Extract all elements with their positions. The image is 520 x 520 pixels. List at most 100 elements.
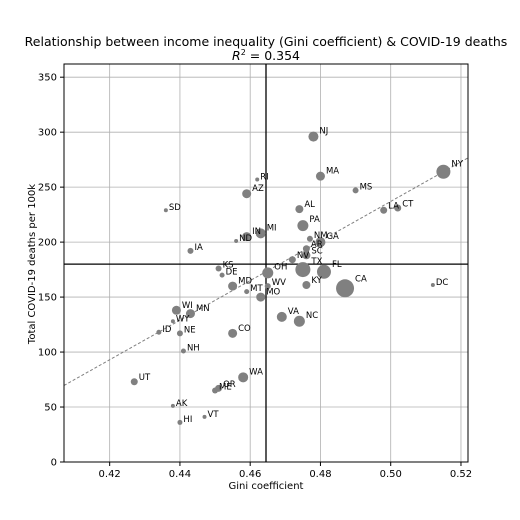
x-tick-label: 0.44 <box>169 469 191 480</box>
label-nj: NJ <box>319 127 328 137</box>
point-sc <box>302 251 311 260</box>
label-wa: WA <box>249 367 263 377</box>
label-mt: MT <box>250 284 263 294</box>
label-mi: MI <box>267 223 277 233</box>
x-tick-label: 0.48 <box>309 469 331 480</box>
x-tick-label: 0.46 <box>239 469 261 480</box>
label-ri: RI <box>260 172 268 182</box>
label-ca: CA <box>355 274 367 284</box>
label-wi: WI <box>182 301 193 311</box>
point-wa <box>238 372 249 383</box>
point-wy <box>170 319 175 324</box>
label-id: ID <box>162 325 172 335</box>
y-axis-label: Total COVID-19 deaths per 100k <box>27 184 38 345</box>
y-tick-label: 0 <box>51 458 57 469</box>
point-co <box>228 328 238 338</box>
label-ks: KS <box>223 260 234 270</box>
label-tx: TX <box>310 257 322 267</box>
label-va: VA <box>288 307 299 317</box>
label-ne: NE <box>184 325 196 335</box>
label-me: ME <box>219 383 232 393</box>
label-nh: NH <box>187 343 200 353</box>
point-ri <box>255 177 260 182</box>
label-mn: MN <box>196 304 210 314</box>
point-in <box>242 232 252 242</box>
point-nc <box>293 315 305 327</box>
x-tick-label: 0.52 <box>450 469 472 480</box>
point-fl <box>316 264 331 279</box>
point-sd <box>163 208 168 213</box>
label-ar: AR <box>311 240 323 250</box>
point-mo <box>256 292 266 302</box>
label-oh: OH <box>274 262 287 272</box>
label-wy: WY <box>176 314 190 324</box>
x-tick-label: 0.50 <box>380 469 402 480</box>
point-me <box>212 387 219 394</box>
point-mn <box>185 309 195 319</box>
label-or: OR <box>223 380 236 390</box>
chart-subtitle: R2 = 0.354 <box>232 48 300 63</box>
point-va <box>276 311 287 322</box>
point-de <box>219 272 225 278</box>
label-de: DE <box>226 268 238 278</box>
label-wv: WV <box>272 278 286 288</box>
y-tick-label: 100 <box>38 348 57 359</box>
point-az <box>242 189 252 199</box>
y-tick-label: 50 <box>44 403 57 414</box>
point-ms <box>352 187 359 194</box>
x-tick-label: 0.42 <box>99 469 121 480</box>
subtitle-superscript: 2 <box>241 48 246 57</box>
point-ca <box>336 279 355 298</box>
label-vt: VT <box>208 410 220 420</box>
point-ar <box>302 245 310 253</box>
y-tick-label: 150 <box>38 293 57 304</box>
label-ga: GA <box>326 232 339 242</box>
label-fl: FL <box>332 260 342 270</box>
point-wv <box>264 283 271 290</box>
x-axis-ticks: 0.42 0.44 0.46 0.48 0.50 0.52 <box>99 462 472 480</box>
label-sd: SD <box>169 203 181 213</box>
point-mt <box>244 289 250 295</box>
label-ut: UT <box>139 373 151 383</box>
label-pa: PA <box>309 215 320 225</box>
point-nv <box>288 256 296 264</box>
point-wi <box>171 305 181 315</box>
point-nj <box>308 131 319 142</box>
y-tick-label: 350 <box>38 73 57 84</box>
label-al: AL <box>304 200 315 210</box>
point-ne <box>176 330 183 337</box>
label-dc: DC <box>436 278 449 288</box>
y-tick-label: 300 <box>38 128 57 139</box>
point-id <box>156 329 162 335</box>
point-nh <box>180 348 186 354</box>
mean-lines <box>64 64 468 462</box>
point-nd <box>234 239 239 244</box>
label-ms: MS <box>360 182 373 192</box>
point-dc <box>430 282 435 287</box>
plot-frame <box>63 63 469 463</box>
point-ga <box>315 237 326 248</box>
point-oh <box>262 267 274 279</box>
chart-title: Relationship between income inequality (… <box>25 34 508 49</box>
point-ks <box>215 265 222 272</box>
point-al <box>295 205 304 214</box>
subtitle-value: = 0.354 <box>246 48 300 63</box>
y-axis-ticks: 0 50 100 150 200 250 300 350 <box>38 73 64 469</box>
label-ct: CT <box>402 200 414 210</box>
point-ma <box>315 171 325 181</box>
label-ia: IA <box>194 243 203 253</box>
label-nv: NV <box>297 251 309 261</box>
label-ny: NY <box>451 160 463 170</box>
point-hi <box>177 419 183 425</box>
data-points <box>130 131 451 425</box>
label-az: AZ <box>252 184 264 194</box>
label-co: CO <box>238 324 251 334</box>
label-ky: KY <box>311 276 322 286</box>
label-nm: NM <box>314 231 328 241</box>
label-mo: MO <box>266 288 280 298</box>
y-tick-label: 200 <box>38 238 57 249</box>
point-md <box>228 281 238 291</box>
